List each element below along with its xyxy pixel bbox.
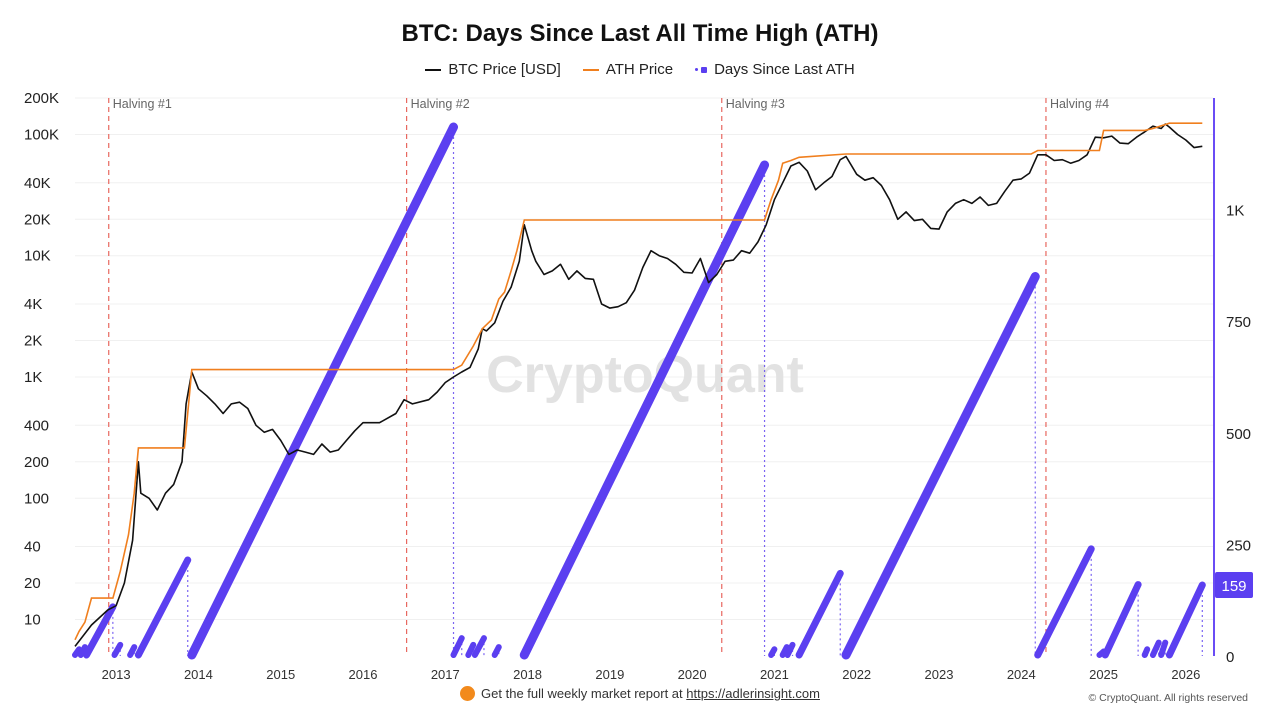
- days-ramp: [841, 272, 1040, 660]
- x-tick-label: 2014: [184, 667, 213, 682]
- y-tick-label: 400: [24, 417, 49, 434]
- x-tick-label: 2025: [1089, 667, 1118, 682]
- chart-title: BTC: Days Since Last All Time High (ATH): [401, 20, 879, 47]
- days-ramp: [111, 641, 124, 658]
- x-tick-label: 2020: [678, 667, 707, 682]
- x-tick-label: 2016: [349, 667, 378, 682]
- coin-icon: [460, 686, 476, 701]
- footer: Get the full weekly market report at htt…: [0, 686, 1280, 701]
- halving-label: Halving #1: [113, 97, 172, 111]
- x-tick-label: 2013: [102, 667, 131, 682]
- price-series: [74, 122, 1203, 647]
- x-tick-label: 2019: [595, 667, 624, 682]
- y-tick-label: 100: [24, 490, 49, 507]
- y-tick-label: 40: [24, 539, 41, 556]
- days-ramp: [134, 556, 192, 659]
- days-ramp: [127, 644, 138, 658]
- y-tick-label: 4K: [24, 296, 42, 313]
- legend-item-ath-price[interactable]: ATH Price: [582, 61, 674, 78]
- x-tick-label: 2018: [513, 667, 542, 682]
- halving-label: Halving #3: [726, 97, 785, 111]
- right-tick-label: 750: [1226, 314, 1251, 331]
- btc-price-line: [74, 123, 1203, 647]
- footer-text: Get the full weekly market report at: [481, 686, 683, 701]
- current-value-label: 159: [1221, 578, 1246, 595]
- btc-price-swatch: [425, 68, 442, 71]
- current-value-badge: [1215, 572, 1253, 599]
- days-ramp: [1034, 545, 1095, 659]
- legend-item-days-since-ath[interactable]: Days Since Last ATH: [695, 61, 855, 78]
- days-ramp: [72, 646, 83, 658]
- x-tick-label: 2021: [760, 667, 789, 682]
- y-tick-label: 20: [24, 575, 41, 592]
- y-tick-label: 1K: [24, 369, 42, 386]
- legend: BTC Price [USD] ATH Price Days Since Las…: [0, 61, 1280, 78]
- halving-label: Halving #4: [1050, 97, 1109, 111]
- days-ramp: [465, 641, 477, 658]
- days-series: [72, 122, 1206, 660]
- right-tick-label: 250: [1226, 537, 1251, 554]
- watermark: CryptoQuant: [486, 346, 804, 404]
- legend-label-days-since-ath: Days Since Last ATH: [714, 61, 855, 78]
- days-ramp: [187, 122, 459, 660]
- halving-label: Halving #2: [411, 97, 470, 111]
- x-tick-label: 2015: [266, 667, 295, 682]
- ath-price-swatch: [582, 68, 599, 71]
- y-tick-label: 2K: [24, 333, 42, 350]
- x-tick-label: 2017: [431, 667, 460, 682]
- ath-price-line: [74, 122, 1203, 641]
- axis-layer: 10 20 40 100 200 400 1K 2K 4K 10K 20K 40K 100K 200K 0 2…: [24, 90, 1253, 682]
- days-ramp: [1158, 639, 1169, 658]
- x-tick-label: 2024: [1007, 667, 1036, 682]
- days-ramp: [77, 644, 88, 658]
- days-ramp: [450, 635, 465, 658]
- days-ramp: [83, 603, 117, 659]
- halving-layer: Halving #1 Halving #2 Halving #3 Halving #4: [108, 97, 1109, 656]
- days-ramp: [1101, 581, 1142, 659]
- copyright: © CryptoQuant. All rights reserved: [1088, 692, 1248, 704]
- days-ramp: [779, 644, 790, 658]
- legend-item-btc-price[interactable]: BTC Price [USD]: [425, 61, 561, 78]
- right-tick-label: 0: [1226, 649, 1234, 666]
- days-ramp: [795, 569, 844, 659]
- days-ramp: [784, 641, 796, 658]
- days-ramp: [491, 644, 502, 658]
- report-link[interactable]: https://adlerinsight.com: [686, 686, 820, 701]
- y-tick-label: 20K: [24, 211, 51, 228]
- x-tick-label: 2023: [925, 667, 954, 682]
- y-tick-label: 200: [24, 454, 49, 471]
- y-tick-label: 10K: [24, 248, 51, 265]
- y-tick-label: 40K: [24, 175, 51, 192]
- right-tick-label: 1K: [1226, 203, 1244, 220]
- x-tick-label: 2022: [842, 667, 871, 682]
- right-tick-label: 500: [1226, 426, 1251, 443]
- days-since-ath-swatch: [695, 66, 708, 73]
- legend-label-btc-price: BTC Price [USD]: [448, 61, 561, 78]
- days-ramp: [1165, 581, 1206, 659]
- y-tick-label: 100K: [24, 126, 59, 143]
- y-tick-label: 10: [24, 612, 41, 629]
- days-ramp: [1149, 639, 1162, 658]
- days-ramp: [471, 635, 487, 658]
- days-ramp: [519, 160, 770, 660]
- legend-label-ath-price: ATH Price: [605, 61, 674, 78]
- x-tick-label: 2026: [1171, 667, 1200, 682]
- y-tick-label: 200K: [24, 90, 59, 107]
